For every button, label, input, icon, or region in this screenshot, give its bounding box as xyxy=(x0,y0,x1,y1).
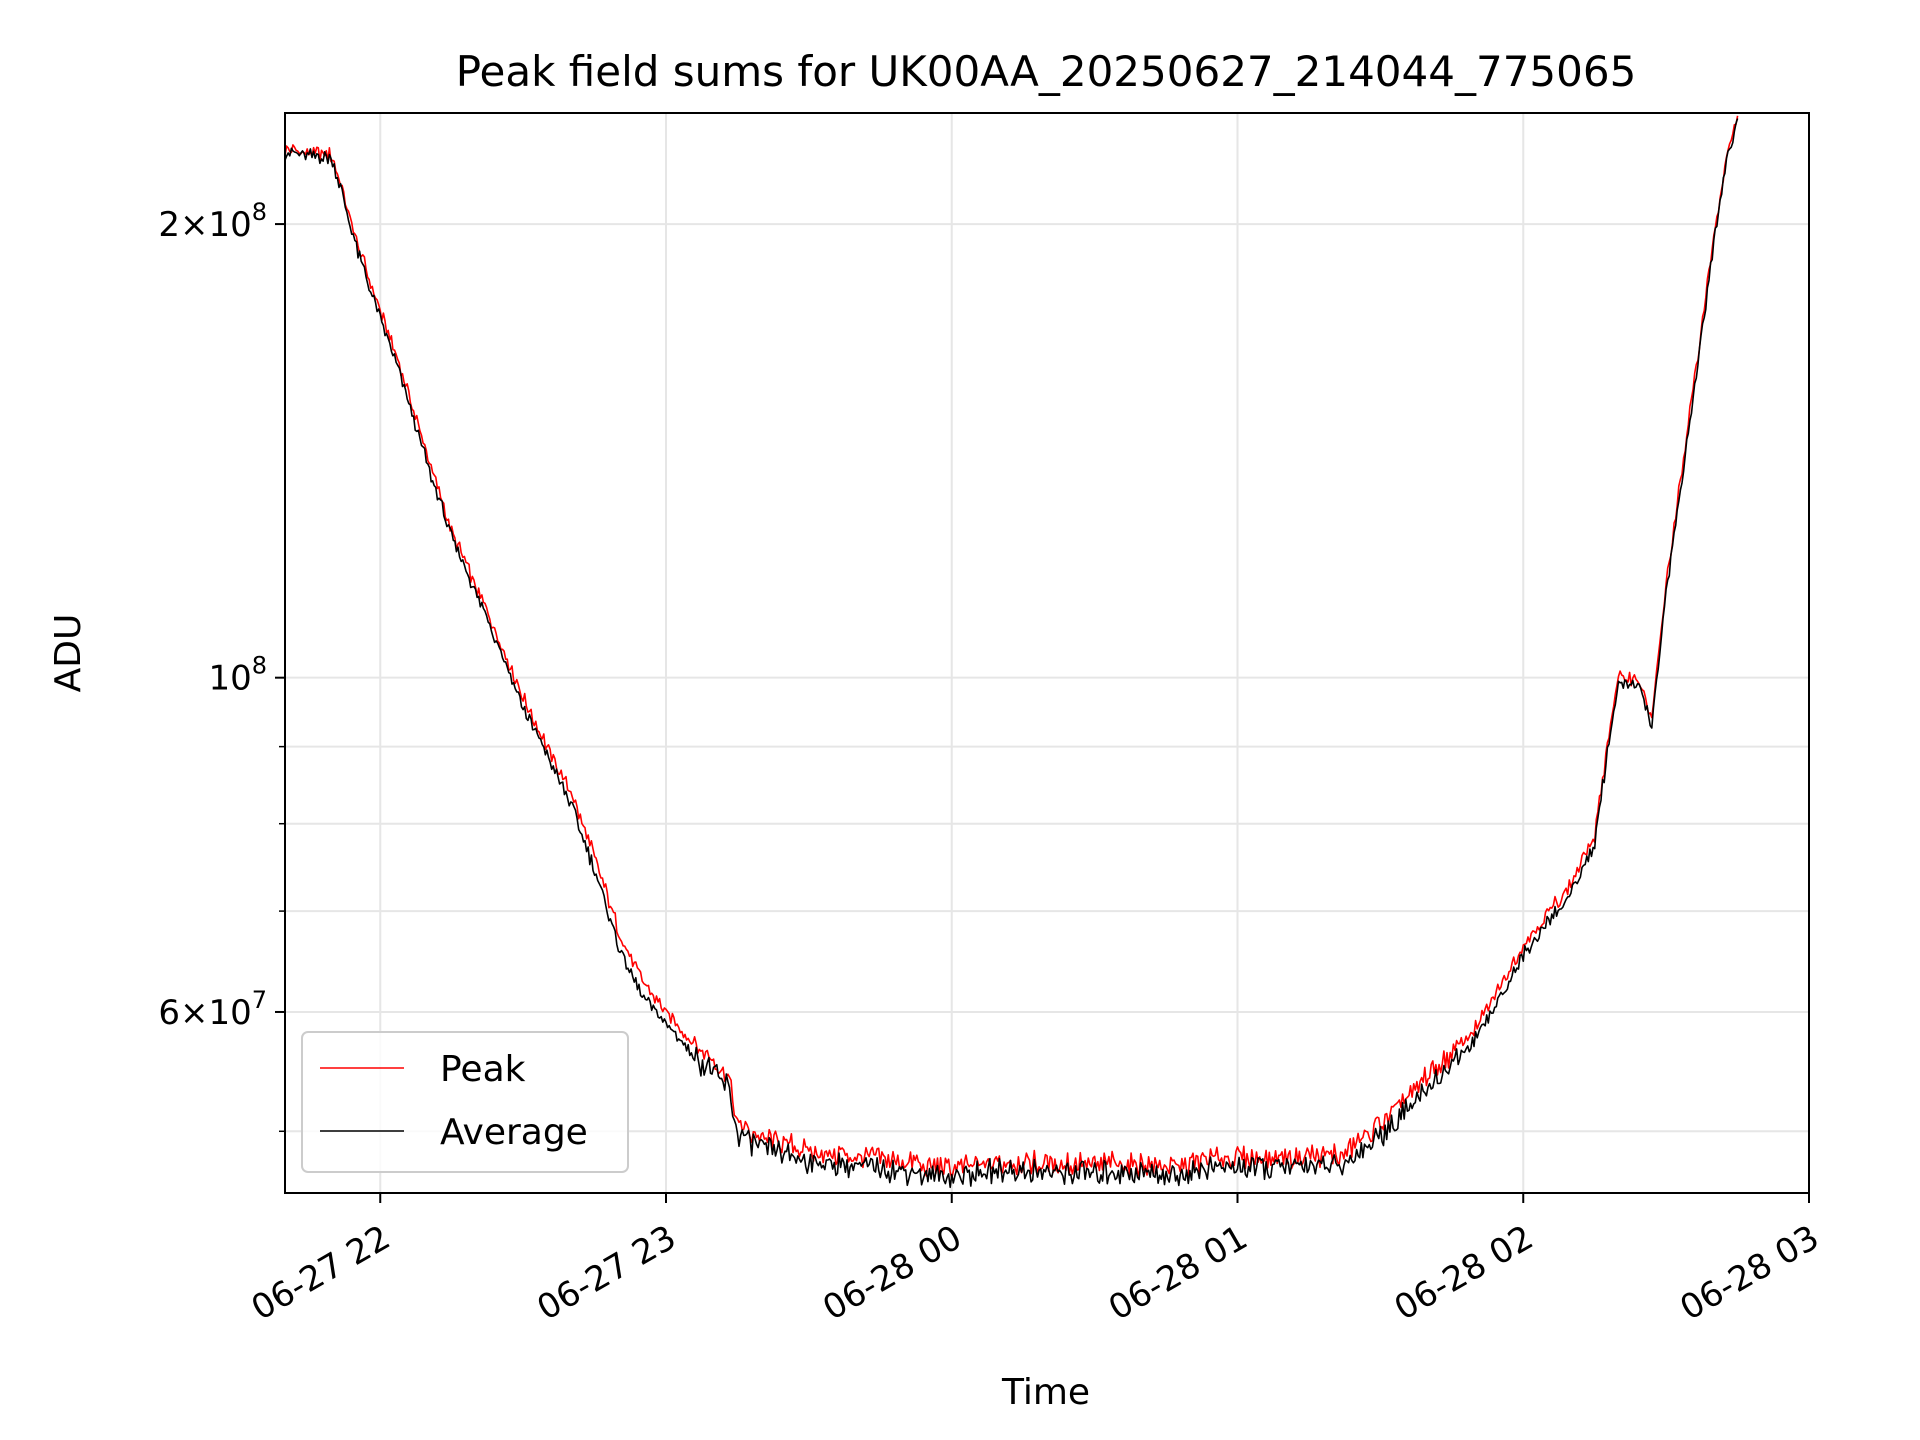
legend-label-peak: Peak xyxy=(440,1049,526,1090)
series-layer xyxy=(285,115,1739,1189)
y-tick-label: 6×107 xyxy=(158,986,267,1033)
y-tick-label-exponent: 7 xyxy=(252,986,267,1014)
x-axis-label: Time xyxy=(1001,1372,1090,1413)
plot-frame xyxy=(284,112,1810,1194)
chart-title: Peak field sums for UK00AA_20250627_2140… xyxy=(456,47,1637,96)
legend-box xyxy=(301,1031,629,1173)
y-tick-label-base: 2×10 xyxy=(158,205,251,245)
y-tick-label-exponent: 8 xyxy=(252,198,267,226)
y-axis-label: ADU xyxy=(48,614,89,693)
legend-label-average: Average xyxy=(440,1112,588,1153)
series-line-average xyxy=(285,118,1739,1189)
y-tick-label: 2×108 xyxy=(158,198,267,245)
legend: Peak Average xyxy=(301,1031,629,1173)
y-tick-label-exponent: 8 xyxy=(252,652,267,680)
y-tick-label-base: 6×10 xyxy=(158,993,251,1033)
y-tick-label: 108 xyxy=(208,652,267,699)
y-tick-label-base: 10 xyxy=(208,659,251,699)
